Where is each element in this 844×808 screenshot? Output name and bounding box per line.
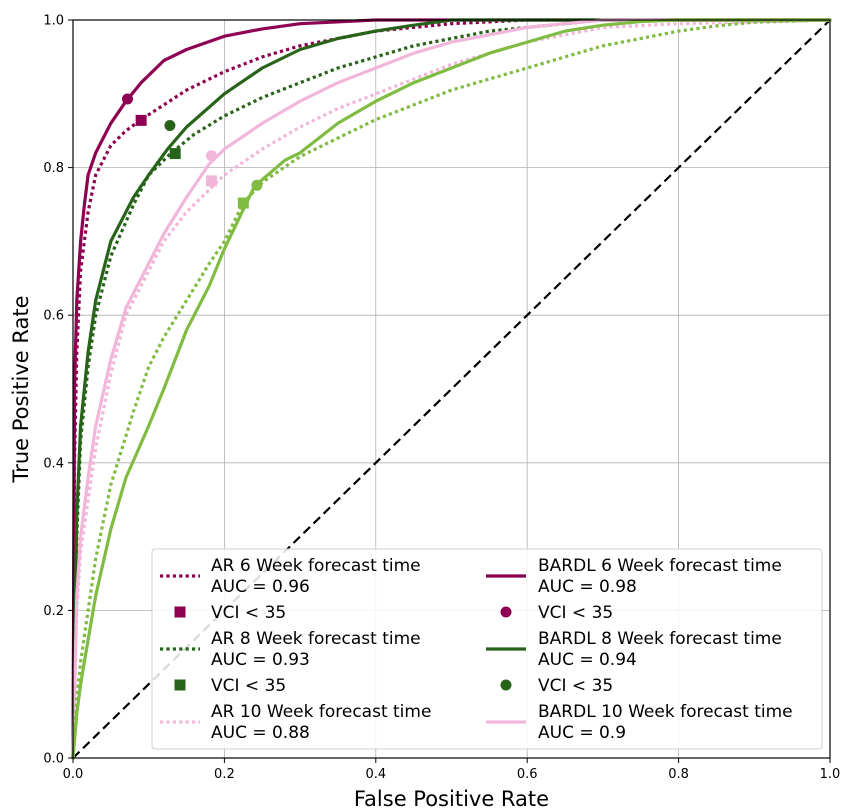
marker-square-ar8 (169, 148, 181, 160)
ticks-group: 0.0 0.2 0.4 0.6 0.8 1.0 0.0 0.2 0.4 0.6 0.8 1.0 (43, 14, 840, 783)
series-line-green10_dotted (71, 18, 831, 759)
plot-frame (72, 19, 831, 759)
legend-auc-label: AUC = 0.9 (538, 723, 626, 743)
marker-square-ar10 (206, 175, 218, 187)
legend-auc-label: AUC = 0.94 (538, 650, 637, 670)
legend-label: BARDL 6 Week forecast time (538, 556, 782, 576)
legend-label: BARDL 10 Week forecast time (538, 702, 793, 722)
marker-square-ar6 (135, 114, 147, 126)
marker-circle-bardl6 (122, 93, 134, 105)
legend-auc-label: AUC = 0.98 (538, 577, 637, 597)
legend-auc-label: AUC = 0.88 (211, 723, 310, 743)
legend-auc-label: AUC = 0.96 (211, 577, 310, 597)
legend-label: VCI < 35 (538, 676, 613, 696)
series-group (71, 18, 832, 760)
x-tick-label: 0.0 (63, 767, 84, 782)
legend-handle-square (174, 679, 186, 691)
series-line-bardl10 (71, 18, 832, 760)
legend-label: VCI < 35 (211, 676, 286, 696)
legend-label: AR 6 Week forecast time (211, 556, 421, 576)
legend-handle-circle (500, 679, 512, 691)
legend-label: VCI < 35 (211, 603, 286, 623)
x-axis-label: False Positive Rate (354, 787, 549, 808)
legend-handle-circle (500, 606, 512, 618)
x-tick-label: 0.8 (668, 767, 689, 782)
legend-handle-square (174, 606, 186, 618)
x-tick-label: 0.2 (214, 767, 235, 782)
marker-circle-bardl10 (206, 150, 218, 162)
x-tick-label: 0.6 (517, 767, 538, 782)
marker-square-green10_dotted (237, 197, 249, 209)
y-tick-label: 0.0 (43, 752, 64, 767)
y-axis-label: True Positive Rate (9, 295, 33, 483)
marker-circle-green10_solid (251, 179, 263, 191)
x-tick-label: 1.0 (820, 767, 841, 782)
legend-label: VCI < 35 (538, 603, 613, 623)
series-line-ar10 (71, 18, 831, 759)
y-tick-label: 1.0 (43, 14, 64, 29)
markers-group (122, 93, 263, 209)
legend-label: BARDL 8 Week forecast time (538, 629, 782, 649)
y-tick-label: 0.8 (43, 161, 64, 176)
y-tick-label: 0.4 (43, 456, 64, 471)
series-line-green10_solid (71, 18, 832, 760)
y-tick-label: 0.6 (43, 309, 64, 324)
x-tick-label: 0.4 (365, 767, 386, 782)
legend-label: AR 8 Week forecast time (211, 629, 421, 649)
legend-auc-label: AUC = 0.93 (211, 650, 310, 670)
series-line-bardl6 (71, 18, 832, 760)
series-line-ar6 (71, 18, 830, 759)
y-tick-label: 0.2 (43, 604, 64, 619)
series-line-bardl8 (71, 18, 832, 760)
marker-circle-bardl8 (164, 120, 176, 132)
legend-label: AR 10 Week forecast time (211, 702, 431, 722)
